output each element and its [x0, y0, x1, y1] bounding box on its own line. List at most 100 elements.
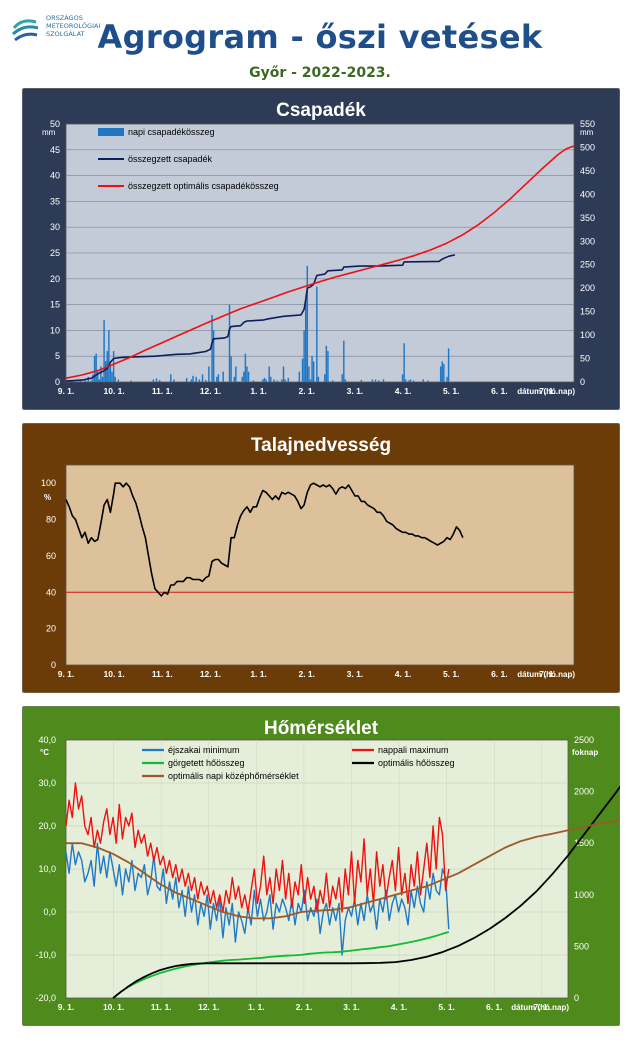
x-tick-label: 10. 1. — [104, 669, 125, 679]
y-tick-label: 20,0 — [38, 821, 56, 831]
precip-bar — [298, 371, 301, 382]
precip-bar — [98, 379, 101, 382]
precip-bar — [100, 366, 102, 382]
y-tick-label: 25 — [50, 248, 60, 258]
y2-tick-label: 1000 — [574, 890, 594, 900]
x-tick-label: 7. 1. — [539, 669, 556, 679]
y-tick-label: 0 — [55, 377, 60, 387]
precip-bar — [95, 353, 97, 382]
temperature-series-line — [65, 782, 450, 913]
y2-tick-label: 0 — [580, 377, 585, 387]
precip-bar — [230, 356, 232, 382]
precip-bar — [360, 379, 362, 382]
x-tick-label: 9. 1. — [58, 1002, 75, 1012]
precip-bar — [270, 376, 272, 382]
y-tick-label: 40,0 — [38, 735, 56, 745]
x-tick-label: 1. 1. — [250, 669, 267, 679]
precip-bar — [212, 330, 215, 382]
precip-bar — [112, 351, 115, 382]
precip-bar — [84, 378, 86, 382]
x-tick-label: 9. 1. — [58, 386, 75, 396]
precip-bar — [306, 265, 309, 382]
precip-bar — [246, 366, 248, 382]
precip-bar — [447, 348, 450, 382]
temperature-chart: Hőmérséklet -20,0 -10,0 0,0 10,0 20,0 30,0 40,0… — [22, 706, 620, 1026]
x-tick-label: 11. 1. — [151, 1002, 172, 1012]
precip-bar — [235, 366, 237, 382]
x-tick-label: 1. 1. — [248, 1002, 265, 1012]
x-tick-label: 11. 1. — [152, 386, 173, 396]
precip-bar — [327, 351, 329, 382]
y-axis-label: °C — [40, 748, 49, 757]
x-tick-label: 5. 1. — [443, 386, 460, 396]
precip-bar — [273, 379, 275, 382]
precip-bar — [97, 371, 99, 382]
y2-tick-label: 300 — [580, 236, 595, 246]
x-axis-label: dátum (hó.nap) — [517, 670, 575, 679]
precip-bar — [222, 371, 224, 382]
y2-tick-label: 50 — [580, 354, 590, 364]
precip-bar — [247, 371, 250, 382]
y2-tick-label: 250 — [580, 260, 595, 270]
y-tick-label: 80 — [46, 515, 56, 525]
precip-bar — [311, 356, 313, 382]
precip-bar — [101, 376, 104, 382]
omsz-logo-icon — [11, 19, 39, 42]
precip-bar — [268, 366, 270, 382]
y-tick-label: 60 — [46, 551, 56, 561]
page-title: Agrogram - őszi vetések — [97, 18, 543, 56]
precip-bar — [405, 379, 407, 382]
precip-bar — [185, 377, 188, 382]
precipitation-panel: Csapadék 0 5 10 15 20 25 30 35 40 45 50 0 50 100 150 200… — [22, 88, 620, 410]
logo: ORSZÁGOS METEOROLÓGIAI SZOLGÁLAT — [10, 14, 120, 54]
precip-bar — [152, 379, 155, 382]
y-tick-label: 30 — [50, 222, 60, 232]
precip-bar — [109, 366, 112, 382]
precip-bar — [241, 376, 243, 382]
legend-swatch-daily-precip — [98, 128, 124, 136]
precip-bar — [173, 379, 175, 382]
precip-bar — [324, 374, 326, 382]
precip-bar — [208, 366, 210, 382]
legend-label: nappali maximum — [378, 745, 449, 755]
y-tick-label: 35 — [50, 196, 60, 206]
precip-bar — [265, 379, 267, 382]
x-tick-label: 5. 1. — [438, 1002, 455, 1012]
precip-bar — [331, 380, 334, 382]
temperature-series-line — [66, 819, 620, 920]
precip-bar — [204, 379, 207, 382]
precip-bar — [371, 379, 374, 382]
precip-bar — [309, 379, 312, 382]
x-tick-label: 4. 1. — [391, 1002, 408, 1012]
x-axis-label: dátum (hó.nap) — [511, 1003, 569, 1012]
precip-bar — [403, 343, 405, 382]
legend-label: görgetett hőösszeg — [168, 758, 245, 768]
y-tick-label: 45 — [50, 145, 60, 155]
chart-title: Hőmérséklet — [264, 718, 379, 739]
precip-bar — [108, 330, 110, 382]
y-tick-label: -10,0 — [35, 950, 56, 960]
y-tick-label: 10,0 — [38, 864, 56, 874]
x-tick-label: 3. 1. — [347, 386, 364, 396]
precip-bar — [378, 380, 380, 382]
x-tick-label: 4. 1. — [395, 386, 412, 396]
y-tick-label: 40 — [50, 171, 60, 181]
temperature-panel: Hőmérséklet -20,0 -10,0 0,0 10,0 20,0 30,0 40,0… — [22, 706, 620, 1026]
x-tick-label: 6. 1. — [491, 669, 508, 679]
x-tick-label: 10. 1. — [103, 1002, 124, 1012]
precip-bar — [190, 379, 193, 382]
x-tick-label: 7. 1. — [539, 386, 556, 396]
temperature-series-line — [112, 785, 620, 999]
precip-bar — [130, 380, 132, 382]
precip-bar — [441, 361, 443, 382]
y-tick-label: 50 — [50, 119, 60, 129]
y-tick-label: -20,0 — [35, 993, 56, 1003]
x-tick-label: 11. 1. — [152, 669, 173, 679]
x-tick-label: 2. 1. — [298, 669, 315, 679]
precip-bar — [287, 377, 289, 382]
precip-bar — [103, 320, 105, 382]
x-tick-label: 12. 1. — [200, 386, 221, 396]
logo-text: ORSZÁGOS METEOROLÓGIAI SZOLGÁLAT — [46, 14, 100, 38]
precip-bar — [195, 376, 197, 382]
precip-bar — [409, 379, 412, 382]
